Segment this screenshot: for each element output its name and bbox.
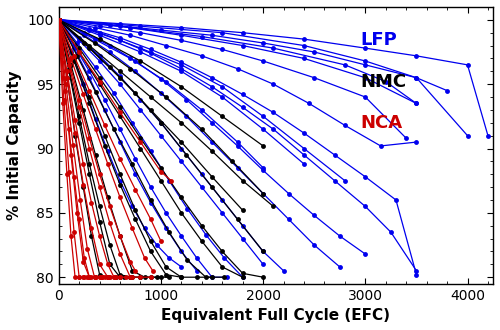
X-axis label: Equivalent Full Cycle (EFC): Equivalent Full Cycle (EFC) — [162, 308, 390, 323]
Text: NCA: NCA — [360, 114, 403, 132]
Text: LFP: LFP — [360, 31, 398, 49]
Text: NMC: NMC — [360, 73, 406, 91]
Y-axis label: % Initial Capacity: % Initial Capacity — [7, 71, 22, 220]
